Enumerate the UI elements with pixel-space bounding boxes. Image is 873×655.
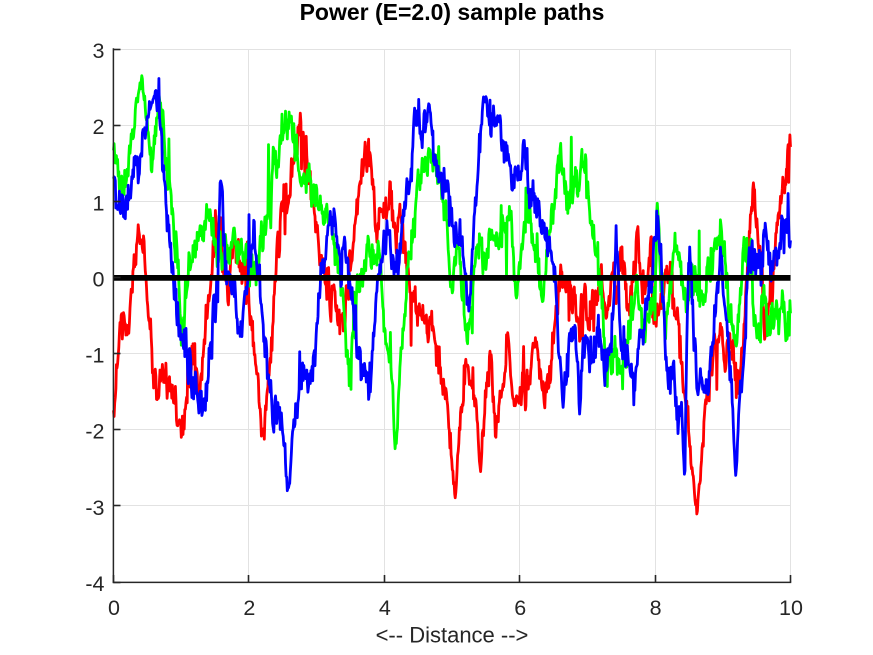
svg-text:-3: -3 [85,496,104,520]
svg-text:6: 6 [514,596,526,620]
svg-text:4: 4 [379,596,391,620]
svg-text:0: 0 [108,596,120,620]
svg-text:10: 10 [779,596,803,620]
svg-text:-2: -2 [85,420,104,444]
svg-text:2: 2 [93,115,105,139]
svg-text:-4: -4 [85,572,104,596]
svg-text:2: 2 [243,596,255,620]
svg-text:Power (E=2.0) sample paths: Power (E=2.0) sample paths [300,0,605,25]
svg-text:8: 8 [650,596,662,620]
svg-text:1: 1 [93,191,105,215]
svg-text:<-- Distance -->: <-- Distance --> [376,623,529,648]
svg-text:-1: -1 [85,344,104,368]
svg-text:0: 0 [93,267,105,291]
svg-text:3: 3 [93,39,105,63]
